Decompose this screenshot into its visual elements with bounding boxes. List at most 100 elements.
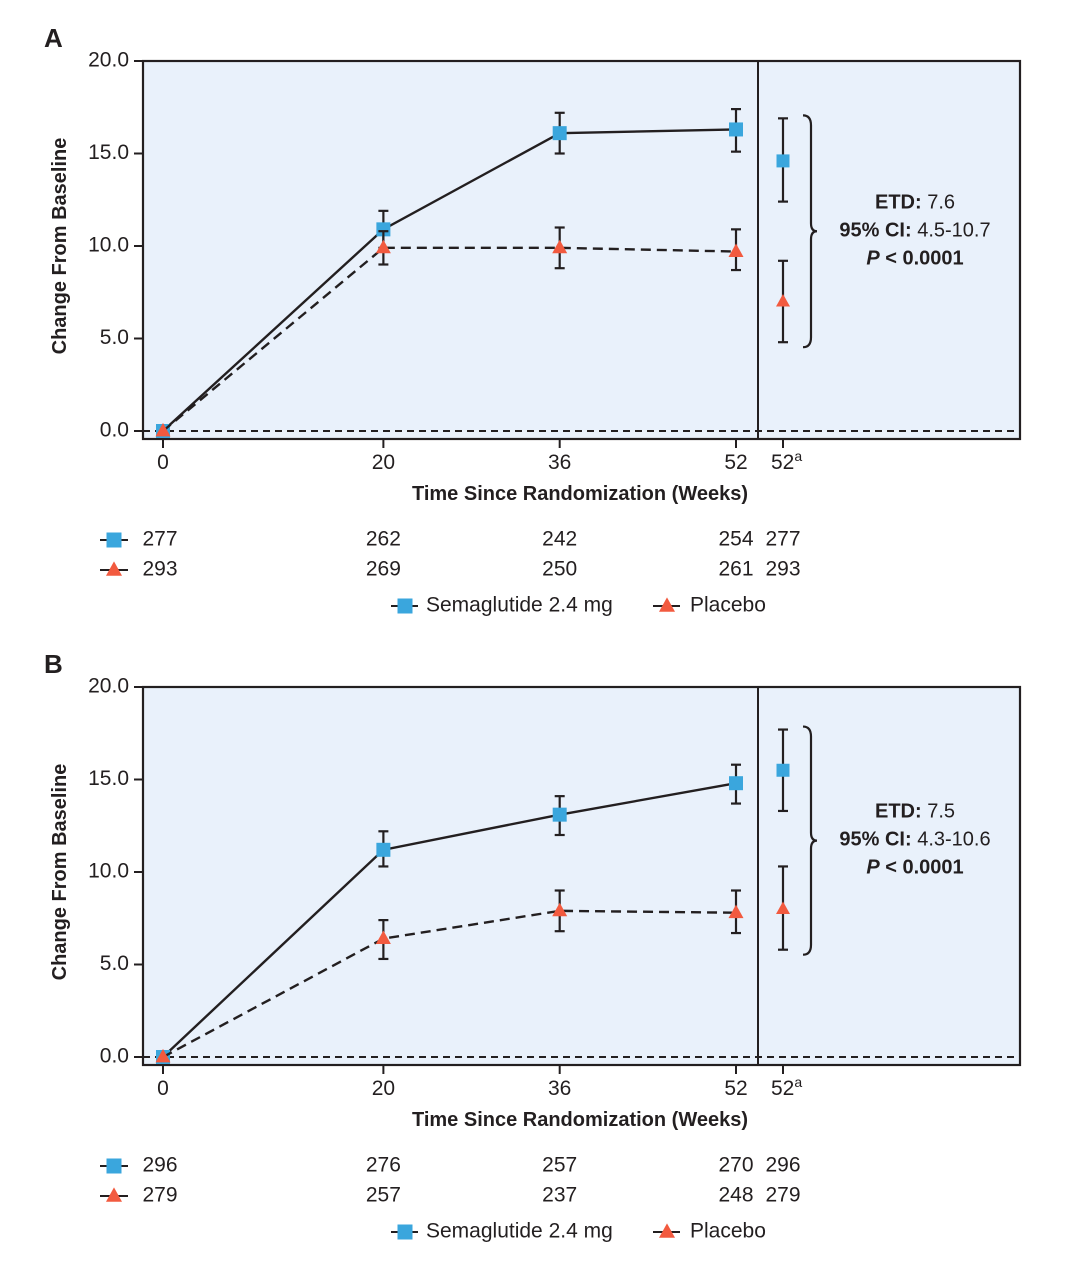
x-tick-label: 0 bbox=[157, 1077, 169, 1100]
at-risk-count: 270 bbox=[718, 1154, 753, 1177]
legend-placebo-icon bbox=[659, 597, 675, 612]
placebo-point bbox=[375, 239, 391, 254]
square-marker-icon bbox=[106, 1158, 122, 1174]
at-risk-count: 279 bbox=[765, 1184, 800, 1207]
series-semaglutide bbox=[156, 728, 790, 1064]
x-tick-label: 52 bbox=[724, 1077, 747, 1100]
y-tick-label: 5.0 bbox=[100, 326, 129, 349]
at-risk-row-placebo: 279 257 237 248 279 bbox=[100, 1184, 801, 1207]
ci-label: 95% CI: bbox=[839, 829, 911, 851]
panel-letter: B bbox=[44, 649, 63, 679]
triangle-marker-icon bbox=[106, 1187, 122, 1202]
y-tick-label: 20.0 bbox=[88, 675, 129, 698]
at-risk-row-semaglutide: 277 262 242 254 277 bbox=[100, 528, 801, 551]
at-risk-count: 293 bbox=[142, 558, 177, 581]
etd-value: 7.5 bbox=[922, 801, 955, 823]
y-tick-label: 5.0 bbox=[100, 952, 129, 975]
series-semaglutide bbox=[156, 107, 790, 438]
at-risk-row-placebo: 293 269 250 261 293 bbox=[100, 558, 801, 581]
plot-area bbox=[141, 59, 1022, 441]
y-tick-label: 20.0 bbox=[88, 49, 129, 72]
series-placebo bbox=[155, 865, 790, 1063]
at-risk-count: 277 bbox=[142, 528, 177, 551]
semaglutide-line bbox=[162, 782, 737, 1058]
legend-placebo-icon bbox=[659, 1223, 675, 1238]
at-risk-count: 279 bbox=[142, 1184, 177, 1207]
y-axis-label: Change From Baseline bbox=[49, 138, 71, 355]
at-risk-count: 254 bbox=[718, 528, 753, 551]
at-risk-count: 262 bbox=[366, 528, 401, 551]
plot-area bbox=[141, 685, 1022, 1067]
brace-bracket bbox=[802, 114, 818, 349]
ci-value: 4.3-10.6 bbox=[912, 829, 991, 851]
legend-placebo-label: Placebo bbox=[690, 594, 766, 617]
placebo-point bbox=[552, 902, 568, 917]
at-risk-count: 250 bbox=[542, 558, 577, 581]
semaglutide-point bbox=[552, 807, 567, 822]
legend: Semaglutide 2.4 mg Placebo bbox=[391, 1220, 766, 1243]
etd-text: ETD: 7.5 bbox=[875, 801, 955, 823]
ci-value: 4.5-10.7 bbox=[912, 219, 991, 241]
p-label: P bbox=[866, 247, 880, 269]
superscript-a: a bbox=[794, 448, 802, 464]
ci-text: 95% CI: 4.3-10.6 bbox=[839, 829, 990, 851]
at-risk-count: 257 bbox=[366, 1184, 401, 1207]
numbers-at-risk-table: 296 276 257 270 296 279 257 237 248 279 bbox=[100, 1154, 801, 1207]
superscript-a: a bbox=[794, 1074, 802, 1090]
panel-a: A 0.0 5.0 10.0 15.0 20.0 Change From Baseline 0… bbox=[44, 23, 1022, 617]
y-tick-label: 15.0 bbox=[88, 767, 129, 790]
numbers-at-risk-table: 277 262 242 254 277 293 269 250 261 293 bbox=[100, 528, 801, 581]
legend-placebo-label: Placebo bbox=[690, 1220, 766, 1243]
placebo-endpoint-point bbox=[776, 901, 790, 915]
p-value-text: P < 0.0001 bbox=[866, 247, 963, 269]
square-marker-icon bbox=[106, 532, 122, 548]
semaglutide-endpoint-point bbox=[776, 154, 790, 168]
x-tick-label: 0 bbox=[157, 451, 169, 474]
at-risk-count: 293 bbox=[765, 558, 800, 581]
p-value-text: P < 0.0001 bbox=[866, 857, 963, 879]
legend-semaglutide-label: Semaglutide 2.4 mg bbox=[426, 1220, 613, 1243]
panel-b: B 0.0 5.0 10.0 15.0 20.0 Change From Baseline 0… bbox=[44, 649, 1022, 1243]
y-tick-label: 10.0 bbox=[88, 860, 129, 883]
placebo-point bbox=[375, 930, 391, 944]
y-axis-label: Change From Baseline bbox=[49, 764, 71, 981]
p-value: < 0.0001 bbox=[880, 857, 964, 879]
at-risk-count: 296 bbox=[765, 1154, 800, 1177]
y-tick-label: 10.0 bbox=[88, 234, 129, 257]
semaglutide-point bbox=[376, 842, 391, 857]
semaglutide-point bbox=[552, 126, 567, 141]
etd-annotation: ETD: 7.6 95% CI: 4.5-10.7 P < 0.0001 bbox=[839, 191, 990, 269]
etd-text: ETD: 7.6 bbox=[875, 191, 955, 213]
ci-label: 95% CI: bbox=[839, 219, 911, 241]
semaglutide-point bbox=[729, 122, 743, 137]
placebo-point bbox=[155, 422, 171, 437]
placebo-point bbox=[552, 239, 568, 254]
at-risk-row-semaglutide: 296 276 257 270 296 bbox=[100, 1154, 801, 1177]
semaglutide-line bbox=[162, 128, 737, 432]
y-tick-label: 15.0 bbox=[88, 141, 129, 164]
at-risk-count: 242 bbox=[542, 528, 577, 551]
x-tick-label: 52a bbox=[771, 1074, 802, 1100]
semaglutide-point bbox=[729, 776, 743, 791]
at-risk-count: 296 bbox=[142, 1154, 177, 1177]
placebo-point bbox=[728, 904, 744, 919]
x-tick-label: 52a bbox=[771, 448, 802, 474]
brace-bracket bbox=[802, 725, 818, 956]
x-tick-label: 36 bbox=[548, 1077, 571, 1100]
ci-text: 95% CI: 4.5-10.7 bbox=[839, 219, 990, 241]
triangle-marker-icon bbox=[106, 561, 122, 576]
x-axis-label: Time Since Randomization (Weeks) bbox=[412, 483, 748, 505]
legend-semaglutide-icon bbox=[397, 1224, 413, 1240]
panel-letter: A bbox=[44, 23, 63, 53]
placebo-line bbox=[162, 909, 737, 1059]
legend-semaglutide-icon bbox=[397, 598, 413, 614]
x-tick-label: 36 bbox=[548, 451, 571, 474]
at-risk-count: 277 bbox=[765, 528, 800, 551]
semaglutide-point bbox=[376, 222, 391, 237]
at-risk-count: 248 bbox=[718, 1184, 753, 1207]
placebo-point bbox=[155, 1048, 171, 1063]
p-value: < 0.0001 bbox=[880, 247, 964, 269]
etd-label: ETD: bbox=[875, 191, 922, 213]
at-risk-count: 269 bbox=[366, 558, 401, 581]
